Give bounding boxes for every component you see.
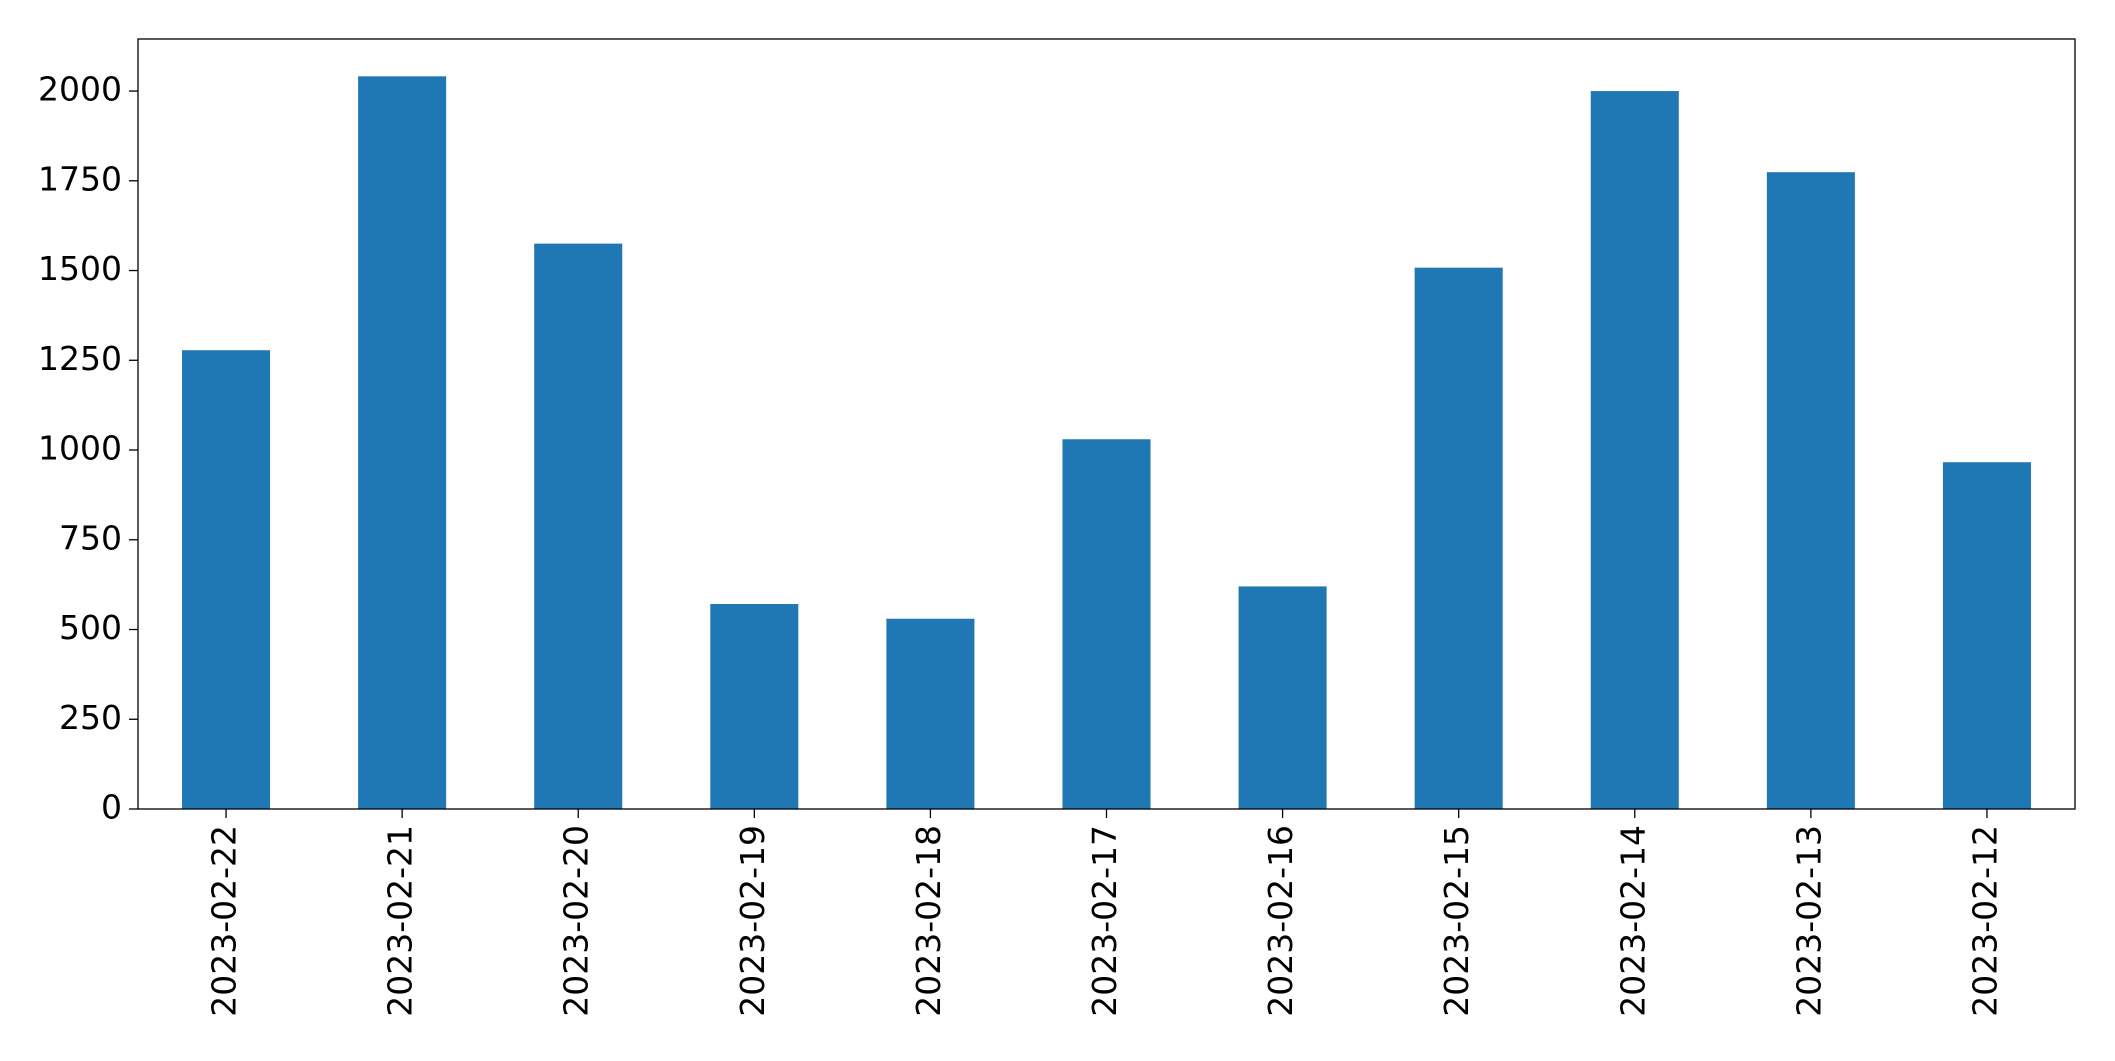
y-tick-label: 1500 [38,249,122,288]
x-tick-label: 2023-02-17 [1085,825,1124,1017]
y-tick-label: 1250 [38,339,122,378]
x-tick-label: 2023-02-13 [1789,825,1828,1017]
bar [1414,267,1503,810]
y-tick-label: 0 [101,788,122,827]
x-tick-label: 2023-02-19 [733,825,772,1017]
bar [1062,439,1151,809]
bar [1238,586,1327,809]
x-tick-label: 2023-02-16 [1261,825,1300,1017]
bar [534,243,623,810]
x-tick-label: 2023-02-22 [205,825,244,1017]
bar [1590,91,1679,810]
y-tick-label: 500 [59,608,122,647]
y-tick-label: 1750 [38,159,122,198]
y-tick-label: 750 [59,518,122,557]
bar [358,76,447,810]
bar [886,618,975,809]
y-tick-label: 1000 [38,429,122,468]
bar [710,604,799,809]
x-tick-label: 2023-02-12 [1965,825,2004,1017]
x-tick-label: 2023-02-20 [557,825,596,1017]
bar [182,350,271,809]
y-tick-label: 250 [59,698,122,737]
y-tick-label: 2000 [38,70,122,109]
bar [1766,172,1855,809]
x-tick-label: 2023-02-14 [1613,825,1652,1017]
x-tick-label: 2023-02-15 [1437,825,1476,1017]
plot-frame [137,38,2076,810]
x-tick-label: 2023-02-21 [381,825,420,1017]
bar [1942,462,2031,809]
x-tick-label: 2023-02-18 [909,825,948,1017]
